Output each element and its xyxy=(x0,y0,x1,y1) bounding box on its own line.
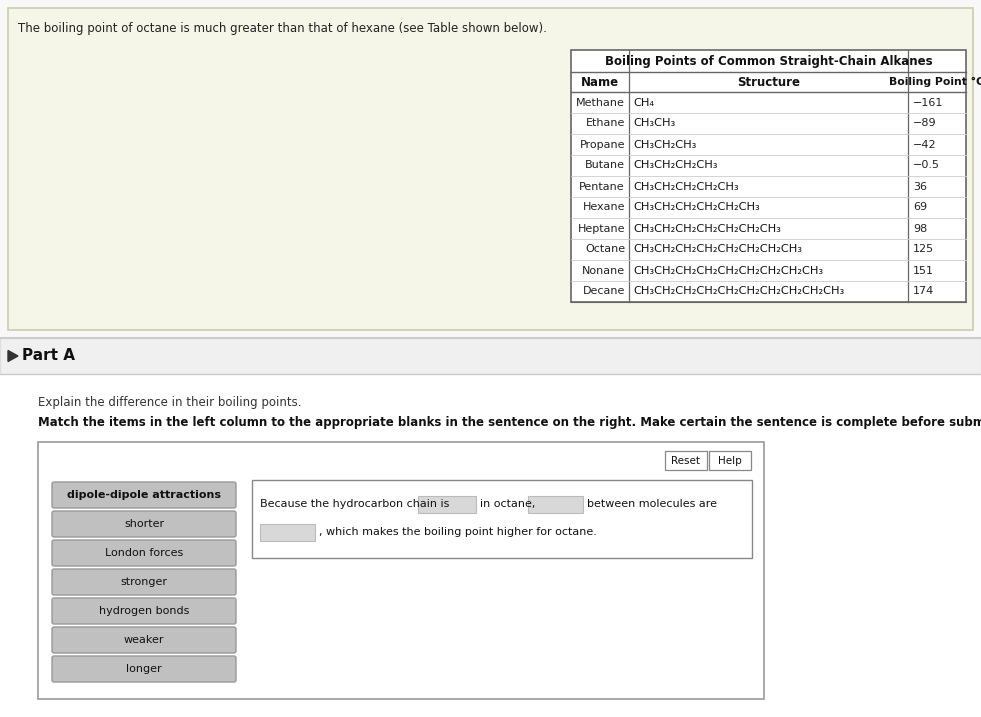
Text: Pentane: Pentane xyxy=(580,181,625,191)
Text: −161: −161 xyxy=(913,98,944,108)
Text: Ethane: Ethane xyxy=(586,118,625,128)
Text: CH₄: CH₄ xyxy=(633,98,654,108)
Text: between molecules are: between molecules are xyxy=(587,499,717,509)
Text: stronger: stronger xyxy=(121,577,168,587)
Text: 125: 125 xyxy=(913,244,934,255)
FancyBboxPatch shape xyxy=(0,338,981,374)
FancyBboxPatch shape xyxy=(52,656,236,682)
FancyBboxPatch shape xyxy=(52,627,236,653)
FancyBboxPatch shape xyxy=(52,482,236,508)
Text: Structure: Structure xyxy=(737,75,800,88)
Text: Because the hydrocarbon chain is: Because the hydrocarbon chain is xyxy=(260,499,449,509)
Text: −0.5: −0.5 xyxy=(913,161,940,171)
Text: −89: −89 xyxy=(913,118,937,128)
Text: Butane: Butane xyxy=(585,161,625,171)
Polygon shape xyxy=(8,351,18,361)
Text: Boiling Point °C: Boiling Point °C xyxy=(890,77,981,87)
FancyBboxPatch shape xyxy=(8,8,973,330)
FancyBboxPatch shape xyxy=(52,540,236,566)
Text: CH₃CH₂CH₂CH₂CH₃: CH₃CH₂CH₂CH₂CH₃ xyxy=(633,181,739,191)
FancyBboxPatch shape xyxy=(252,480,752,558)
FancyBboxPatch shape xyxy=(528,495,583,513)
Text: Help: Help xyxy=(718,455,742,465)
Text: longer: longer xyxy=(127,664,162,674)
Text: Nonane: Nonane xyxy=(582,265,625,275)
FancyBboxPatch shape xyxy=(38,442,764,699)
Text: CH₃CH₂CH₂CH₂CH₂CH₂CH₂CH₃: CH₃CH₂CH₂CH₂CH₂CH₂CH₂CH₃ xyxy=(633,244,802,255)
Text: CH₃CH₃: CH₃CH₃ xyxy=(633,118,675,128)
FancyBboxPatch shape xyxy=(418,495,476,513)
FancyBboxPatch shape xyxy=(571,50,966,302)
Text: 98: 98 xyxy=(913,224,927,234)
FancyBboxPatch shape xyxy=(665,451,707,470)
Text: in octane,: in octane, xyxy=(480,499,536,509)
Text: CH₃CH₂CH₃: CH₃CH₂CH₃ xyxy=(633,140,697,150)
Text: Match the items in the left column to the appropriate blanks in the sentence on : Match the items in the left column to th… xyxy=(38,416,981,429)
FancyBboxPatch shape xyxy=(709,451,751,470)
Text: weaker: weaker xyxy=(124,635,164,645)
Text: 174: 174 xyxy=(913,287,934,297)
Text: Methane: Methane xyxy=(576,98,625,108)
Text: Boiling Points of Common Straight-Chain Alkanes: Boiling Points of Common Straight-Chain … xyxy=(604,54,932,67)
Text: The boiling point of octane is much greater than that of hexane (see Table shown: The boiling point of octane is much grea… xyxy=(18,22,546,35)
FancyBboxPatch shape xyxy=(0,374,981,717)
Text: dipole-dipole attractions: dipole-dipole attractions xyxy=(67,490,221,500)
Text: Hexane: Hexane xyxy=(583,202,625,212)
Text: London forces: London forces xyxy=(105,548,183,558)
Text: Propane: Propane xyxy=(580,140,625,150)
Text: CH₃CH₂CH₂CH₂CH₂CH₂CH₂CH₂CH₃: CH₃CH₂CH₂CH₂CH₂CH₂CH₂CH₂CH₃ xyxy=(633,265,823,275)
FancyBboxPatch shape xyxy=(52,598,236,624)
Text: CH₃CH₂CH₂CH₂CH₂CH₂CH₂CH₂CH₂CH₃: CH₃CH₂CH₂CH₂CH₂CH₂CH₂CH₂CH₂CH₃ xyxy=(633,287,845,297)
Text: Decane: Decane xyxy=(583,287,625,297)
Text: CH₃CH₂CH₂CH₃: CH₃CH₂CH₂CH₃ xyxy=(633,161,717,171)
Text: −42: −42 xyxy=(913,140,937,150)
FancyBboxPatch shape xyxy=(52,511,236,537)
Text: Heptane: Heptane xyxy=(578,224,625,234)
Text: CH₃CH₂CH₂CH₂CH₂CH₃: CH₃CH₂CH₂CH₂CH₂CH₃ xyxy=(633,202,759,212)
Text: Part A: Part A xyxy=(22,348,75,364)
Text: 69: 69 xyxy=(913,202,927,212)
Text: 36: 36 xyxy=(913,181,927,191)
Text: hydrogen bonds: hydrogen bonds xyxy=(99,606,189,616)
Text: shorter: shorter xyxy=(124,519,164,529)
Text: Octane: Octane xyxy=(585,244,625,255)
Text: , which makes the boiling point higher for octane.: , which makes the boiling point higher f… xyxy=(319,527,596,537)
FancyBboxPatch shape xyxy=(260,523,315,541)
Text: 151: 151 xyxy=(913,265,934,275)
Text: Explain the difference in their boiling points.: Explain the difference in their boiling … xyxy=(38,396,301,409)
Text: CH₃CH₂CH₂CH₂CH₂CH₂CH₃: CH₃CH₂CH₂CH₂CH₂CH₂CH₃ xyxy=(633,224,781,234)
Text: Reset: Reset xyxy=(672,455,700,465)
FancyBboxPatch shape xyxy=(52,569,236,595)
Text: Name: Name xyxy=(581,75,619,88)
